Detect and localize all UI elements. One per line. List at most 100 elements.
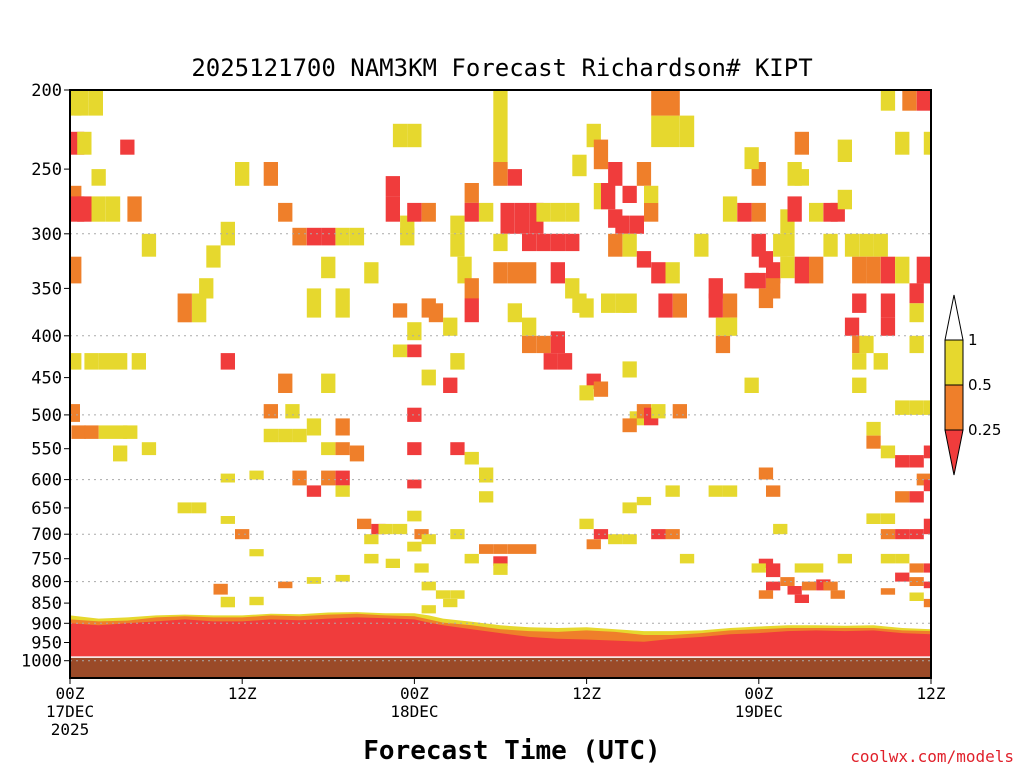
ri-cell <box>758 288 774 309</box>
ri-cell <box>809 256 824 284</box>
ground-below-surface <box>70 656 931 678</box>
ri-cell <box>672 404 687 419</box>
ri-cell <box>493 262 508 284</box>
ri-cell <box>550 262 565 284</box>
ri-cell <box>392 344 408 358</box>
ri-cell <box>852 353 867 370</box>
ri-cell <box>536 202 551 222</box>
ground-fill <box>70 657 931 678</box>
ri-cell <box>235 162 250 186</box>
ri-cell <box>500 202 515 234</box>
ri-cell <box>895 529 910 540</box>
ri-cell <box>565 233 580 252</box>
ri-cell <box>220 353 235 370</box>
ri-cell <box>522 544 537 554</box>
ri-cell <box>414 563 429 573</box>
ri-cell <box>263 428 278 443</box>
ri-cell <box>672 293 687 318</box>
ri-cell <box>593 139 609 170</box>
ri-cell <box>579 385 594 401</box>
ri-cell <box>565 202 580 222</box>
ri-cell <box>809 202 824 222</box>
ri-cell <box>572 293 587 313</box>
ri-cell <box>866 421 881 436</box>
ri-cell <box>895 553 910 564</box>
ri-cell <box>586 539 601 550</box>
ri-cell <box>443 598 458 608</box>
y-tick-label: 900 <box>31 614 62 634</box>
ri-cell <box>794 563 809 573</box>
ri-cell <box>830 590 845 599</box>
ri-cell <box>292 227 307 246</box>
ri-cell <box>507 169 522 186</box>
ri-cell <box>263 404 278 419</box>
ri-cell <box>916 90 931 111</box>
ri-cell <box>464 451 479 465</box>
richardson-cells <box>70 90 931 614</box>
ri-cell <box>464 183 479 203</box>
ri-cell <box>421 534 436 545</box>
ri-cell <box>579 518 594 530</box>
ri-cell <box>766 581 781 591</box>
ri-cell <box>550 331 565 354</box>
ri-cell <box>335 470 350 486</box>
ri-cell <box>364 534 379 545</box>
ri-cell <box>71 425 86 439</box>
ri-cell <box>837 189 852 210</box>
ri-cell <box>407 322 422 341</box>
ri-cell <box>708 485 723 497</box>
ri-cell <box>435 590 451 599</box>
y-tick-label: 200 <box>31 81 62 101</box>
ri-cell <box>306 288 322 318</box>
ri-cell <box>794 131 809 155</box>
ri-cell <box>866 256 881 284</box>
ri-cell <box>780 577 795 586</box>
ri-cell <box>837 139 852 162</box>
chart-title: 2025121700 NAM3KM Forecast Richardson# K… <box>191 54 812 82</box>
ri-cell <box>536 233 551 252</box>
y-tick-label: 750 <box>31 550 62 570</box>
ri-cell <box>306 577 322 584</box>
ri-cell <box>278 373 293 393</box>
ri-cell <box>285 404 300 419</box>
ri-cell <box>665 90 680 116</box>
ri-cell <box>450 529 465 540</box>
ri-cell <box>278 202 293 222</box>
x-tick-label: 12Z <box>917 684 946 703</box>
ri-cell <box>522 317 537 336</box>
ri-cell <box>249 470 264 480</box>
ri-cell <box>91 196 106 222</box>
ri-cell <box>880 513 896 524</box>
ri-cell <box>514 202 530 234</box>
ri-cell <box>880 445 896 459</box>
ri-cell <box>385 196 400 222</box>
ri-cell <box>909 283 924 304</box>
x-tick-label: 12Z <box>572 684 601 703</box>
ri-cell <box>364 553 379 564</box>
ri-cell <box>550 233 565 252</box>
ri-cell <box>70 404 80 422</box>
legend-bin-orange <box>944 384 964 431</box>
ri-cell <box>708 278 723 299</box>
y-tick-label: 350 <box>31 279 62 299</box>
legend-label: 0.5 <box>968 376 992 394</box>
ri-cell <box>349 445 365 462</box>
ri-cell <box>192 293 207 323</box>
ri-cell <box>120 139 135 155</box>
watermark[interactable]: coolwx.com/models <box>850 747 1014 766</box>
ri-cell <box>622 534 637 545</box>
x-tick-label: 19DEC <box>735 702 783 721</box>
ri-cell <box>407 442 422 456</box>
ri-cell <box>708 293 723 318</box>
ri-cell <box>715 335 731 354</box>
ri-cell <box>321 442 336 456</box>
ri-cell <box>70 185 82 203</box>
ri-cell <box>909 303 924 323</box>
ri-cell <box>220 516 235 524</box>
ri-cell <box>407 479 422 489</box>
ri-cell <box>443 377 458 393</box>
y-tick-label: 950 <box>31 634 62 654</box>
ri-cell <box>278 581 293 589</box>
ri-cell <box>507 544 522 554</box>
